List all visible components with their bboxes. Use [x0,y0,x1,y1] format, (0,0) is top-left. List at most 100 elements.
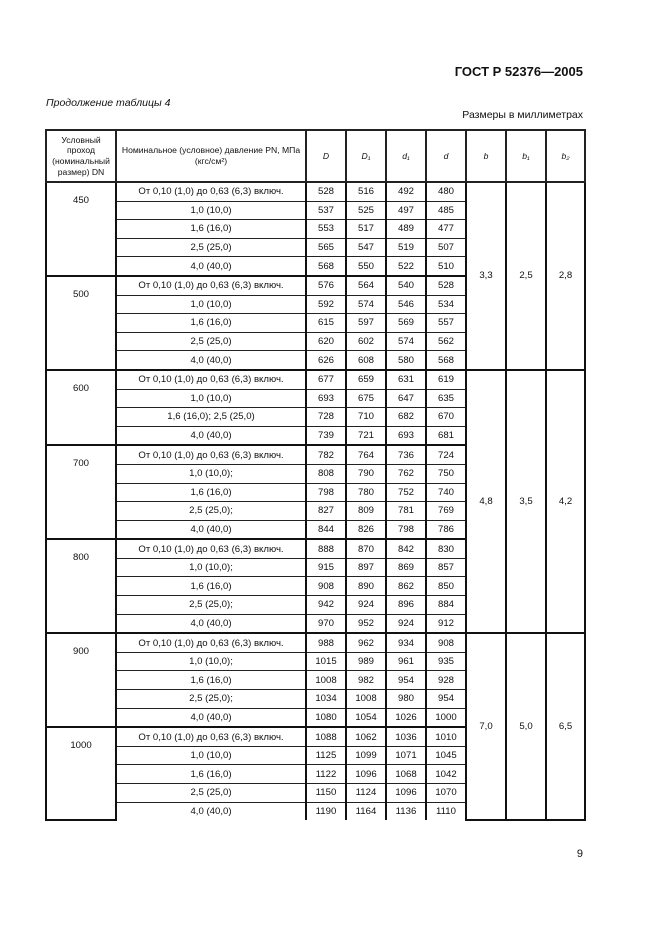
value-d1: 574 [385,331,427,352]
pn-cell: 4,0 (40,0) [115,801,307,821]
table-row: 1,6 (16,0) 908 890 862 850 [46,576,585,597]
table-row: 800 От 0,10 (1,0) до 0,63 (6,3) включ. 888… [45,538,585,635]
value-D1: 897 [345,557,387,578]
pn-cell: 4,0 (40,0) [115,350,307,371]
value-D: 798 [305,482,347,503]
value-d: 928 [425,670,467,691]
value-D: 908 [305,576,347,597]
value-d: 750 [425,463,467,484]
value-D1: 989 [345,651,387,672]
pn-cell: 2,5 (25,0); [115,501,307,521]
dn-cell: 450 [45,181,117,277]
value-D1: 1164 [345,801,387,821]
value-d1: 954 [385,670,427,691]
value-d: 740 [425,482,467,503]
value-D: 553 [305,219,347,239]
value-d1: 492 [385,180,427,202]
value-d1: 980 [385,689,427,709]
table-row: 2,5 (25,0) 620 602 574 562 [46,331,585,352]
value-d1: 1096 [385,783,427,803]
pn-cell: 1,0 (10,0); [115,557,307,578]
table-row: 4,0 (40,0) 970 952 924 912 [46,613,585,634]
value-D1: 952 [345,613,387,634]
pn-cell: От 0,10 (1,0) до 0,63 (6,3) включ. [115,180,307,202]
pn-cell: 1,6 (16,0) [115,219,307,239]
value-d1: 752 [385,482,427,503]
dn-cell: 1000 [45,726,117,822]
value-d: 850 [425,576,467,597]
value-d1: 736 [385,444,427,465]
value-D1: 597 [345,313,387,333]
value-D1: 602 [345,331,387,352]
value-b: 7,0 [465,632,507,822]
value-d1: 647 [385,388,427,409]
table-row: 1,0 (10,0) 592 574 546 534 [46,294,585,315]
value-D: 693 [305,388,347,409]
value-D: 827 [305,501,347,521]
table-row: 4,0 (40,0) 1190 1164 1136 1110 [46,801,585,821]
pn-cell: 2,5 (25,0); [115,595,307,615]
value-D1: 924 [345,595,387,615]
value-d: 562 [425,331,467,352]
table-row: 500 От 0,10 (1,0) до 0,63 (6,3) включ. 576… [45,274,585,371]
value-d1: 862 [385,576,427,597]
value-b2: 4,2 [545,368,586,635]
dn-cell: 900 [45,632,117,729]
value-D1: 1008 [345,689,387,709]
value-b1: 5,0 [505,632,547,822]
value-d1: 519 [385,237,427,258]
value-d: 485 [425,200,467,221]
table-row: 1,6 (16,0) 615 597 569 557 [46,313,585,333]
value-D: 592 [305,294,347,315]
value-D: 942 [305,595,347,615]
value-D: 970 [305,613,347,634]
standard-number: ГОСТ Р 52376—2005 [454,64,583,79]
value-d: 908 [425,632,467,653]
dn-cell: 600 [45,368,117,447]
value-d: 635 [425,388,467,409]
pn-cell: 1,0 (10,0); [115,463,307,484]
pn-cell: 1,0 (10,0) [115,294,307,315]
value-d1: 762 [385,463,427,484]
pn-cell: 1,6 (16,0); 2,5 (25,0) [115,407,307,427]
value-D: 739 [305,425,347,446]
value-D: 1034 [305,689,347,709]
value-d: 769 [425,501,467,521]
value-D: 620 [305,331,347,352]
value-D: 615 [305,313,347,333]
value-D: 988 [305,632,347,653]
dimensions-table: Условный проход (номинальный размер) DN … [45,129,586,822]
value-D: 1080 [305,707,347,728]
value-d1: 896 [385,595,427,615]
value-d: 568 [425,350,467,371]
value-D: 537 [305,200,347,221]
value-d1: 540 [385,274,427,296]
pn-cell: От 0,10 (1,0) до 0,63 (6,3) включ. [115,444,307,465]
value-D: 1008 [305,670,347,691]
value-d1: 631 [385,368,427,390]
pn-cell: 1,6 (16,0) [115,576,307,597]
value-D1: 809 [345,501,387,521]
table-row: 2,5 (25,0) 1150 1124 1096 1070 [46,783,585,803]
value-D1: 516 [345,180,387,202]
value-D1: 790 [345,463,387,484]
pn-cell: 4,0 (40,0) [115,613,307,634]
value-D: 528 [305,180,347,202]
value-D: 565 [305,237,347,258]
table-row: 900 От 0,10 (1,0) до 0,63 (6,3) включ. 988… [45,632,586,822]
value-D1: 608 [345,350,387,371]
value-d: 954 [425,689,467,709]
value-D: 915 [305,557,347,578]
col-D1: D₁ [345,129,387,183]
value-b1: 2,5 [505,181,547,371]
col-d1: d₁ [385,129,427,183]
value-D: 1150 [305,783,347,803]
value-D: 568 [305,256,347,277]
value-d1: 1026 [385,707,427,728]
value-b: 3,3 [465,181,507,371]
value-d: 786 [425,519,467,540]
pn-cell: 1,0 (10,0) [115,388,307,409]
value-D1: 1124 [345,783,387,803]
pn-cell: 2,5 (25,0); [115,689,307,709]
table-body: 450 От 0,10 (1,0) до 0,63 (6,3) включ. 528… [45,180,586,822]
